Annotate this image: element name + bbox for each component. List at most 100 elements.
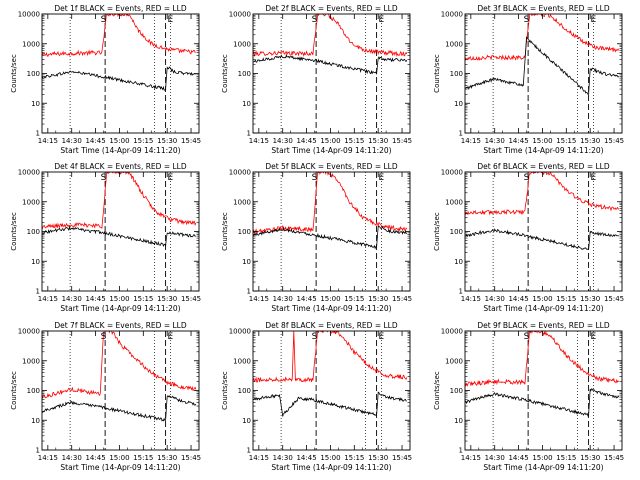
lld-series-line: [42, 172, 197, 231]
events-series-line: [42, 225, 196, 247]
interval-start-marker: S: [101, 173, 107, 183]
x-tick-label: 15:00: [109, 454, 129, 462]
y-tick-label: 10000: [441, 11, 463, 19]
y-tick-label: 100: [238, 228, 251, 236]
x-tick-label: 14:15: [461, 295, 481, 303]
lld-series-line: [465, 172, 620, 216]
interval-end-marker: E: [591, 15, 597, 25]
x-tick-label: 15:15: [344, 137, 364, 145]
x-tick-label: 14:15: [461, 137, 481, 145]
y-tick-label: 1000: [233, 357, 251, 365]
x-tick-label: 14:15: [249, 137, 269, 145]
y-tick-label: 10000: [441, 169, 463, 177]
x-tick-label: 15:45: [392, 454, 412, 462]
events-series-line: [42, 66, 197, 91]
x-tick-label: 15:00: [109, 137, 129, 145]
plot-area: [42, 172, 197, 291]
interval-end-marker: E: [168, 173, 174, 183]
x-tick-label: 15:30: [157, 454, 177, 462]
x-axis-label: Start Time (14-Apr-09 14:11:20): [271, 304, 391, 313]
interval-end-marker: E: [168, 332, 174, 342]
x-tick-label: 15:15: [344, 454, 364, 462]
x-tick-label: 14:15: [38, 295, 58, 303]
interval-start-marker: S: [312, 173, 318, 183]
y-axis-label: Counts/sec: [10, 54, 18, 93]
y-tick-label: 1: [247, 130, 251, 138]
x-tick-label: 14:45: [85, 454, 105, 462]
y-tick-label: 1: [247, 288, 251, 296]
events-series-line: [253, 225, 408, 250]
x-tick-label: 15:15: [556, 137, 576, 145]
x-tick-label: 14:15: [38, 454, 58, 462]
x-tick-label: 14:15: [461, 454, 481, 462]
y-axis-label: Counts/sec: [433, 371, 441, 410]
lld-series-line: [253, 172, 408, 235]
x-tick-label: 14:30: [273, 454, 293, 462]
plot-frame: [41, 13, 200, 134]
plot-frame: [252, 171, 411, 292]
x-axis-label: Start Time (14-Apr-09 14:11:20): [60, 146, 180, 155]
plot-area: [465, 14, 620, 133]
x-tick-label: 14:45: [296, 295, 316, 303]
y-tick-label: 1: [36, 447, 40, 455]
lld-series-line: [42, 331, 197, 400]
chart-title: Det 9f BLACK = Events, RED = LLD: [477, 321, 610, 330]
x-tick-label: 15:45: [181, 454, 201, 462]
y-tick-label: 100: [27, 228, 40, 236]
x-tick-label: 14:30: [485, 295, 505, 303]
events-series-line: [253, 54, 408, 75]
y-tick-label: 1: [247, 447, 251, 455]
y-axis-label: Counts/sec: [10, 371, 18, 410]
chart-panel-2: Det 2f BLACK = Events, RED = LLD 1 10 100 10…: [221, 4, 412, 155]
plot-area: [253, 172, 408, 291]
y-axis-label: Counts/sec: [221, 54, 229, 93]
x-tick-label: 15:30: [580, 454, 600, 462]
y-tick-label: 1: [459, 288, 463, 296]
y-tick-label: 1000: [233, 198, 251, 206]
y-tick-label: 10: [454, 100, 463, 108]
x-axis-label: Start Time (14-Apr-09 14:11:20): [60, 463, 180, 472]
x-tick-label: 15:15: [556, 295, 576, 303]
x-axis-label: Start Time (14-Apr-09 14:11:20): [483, 304, 603, 313]
x-tick-label: 15:00: [532, 137, 552, 145]
x-axis-label: Start Time (14-Apr-09 14:11:20): [271, 463, 391, 472]
y-tick-label: 1000: [22, 357, 40, 365]
x-tick-label: 15:00: [320, 137, 340, 145]
y-tick-label: 10000: [229, 11, 251, 19]
y-tick-label: 100: [450, 228, 463, 236]
plot-area: [253, 14, 408, 133]
y-tick-label: 10: [454, 258, 463, 266]
y-tick-label: 1: [36, 130, 40, 138]
x-tick-label: 15:00: [109, 295, 129, 303]
x-tick-label: 14:30: [273, 137, 293, 145]
y-tick-label: 1: [459, 447, 463, 455]
y-tick-label: 10000: [18, 11, 40, 19]
x-tick-label: 15:45: [392, 137, 412, 145]
y-tick-label: 10000: [441, 328, 463, 336]
y-tick-label: 1000: [445, 198, 463, 206]
y-tick-label: 10: [31, 417, 40, 425]
x-tick-label: 14:30: [485, 454, 505, 462]
x-tick-label: 15:30: [580, 137, 600, 145]
y-tick-label: 10: [242, 258, 251, 266]
chart-title: Det 2f BLACK = Events, RED = LLD: [265, 4, 398, 13]
x-tick-label: 14:15: [38, 137, 58, 145]
x-tick-label: 14:45: [508, 137, 528, 145]
chart-panel-6: Det 6f BLACK = Events, RED = LLD 1 10 100 10…: [433, 162, 624, 313]
x-tick-label: 15:00: [320, 295, 340, 303]
plot-frame: [252, 330, 411, 451]
x-tick-label: 15:00: [320, 454, 340, 462]
lld-series-line: [42, 14, 196, 58]
plot-frame: [464, 330, 623, 451]
y-tick-label: 100: [27, 70, 40, 78]
y-tick-label: 10: [242, 417, 251, 425]
events-series-line: [465, 36, 620, 95]
x-tick-label: 15:30: [580, 295, 600, 303]
y-tick-label: 10000: [229, 169, 251, 177]
y-tick-label: 10: [31, 258, 40, 266]
interval-end-marker: E: [379, 332, 385, 342]
x-tick-label: 15:45: [604, 295, 624, 303]
x-tick-label: 15:30: [368, 295, 388, 303]
chart-panel-5: Det 5f BLACK = Events, RED = LLD 1 10 100 10…: [221, 162, 412, 313]
